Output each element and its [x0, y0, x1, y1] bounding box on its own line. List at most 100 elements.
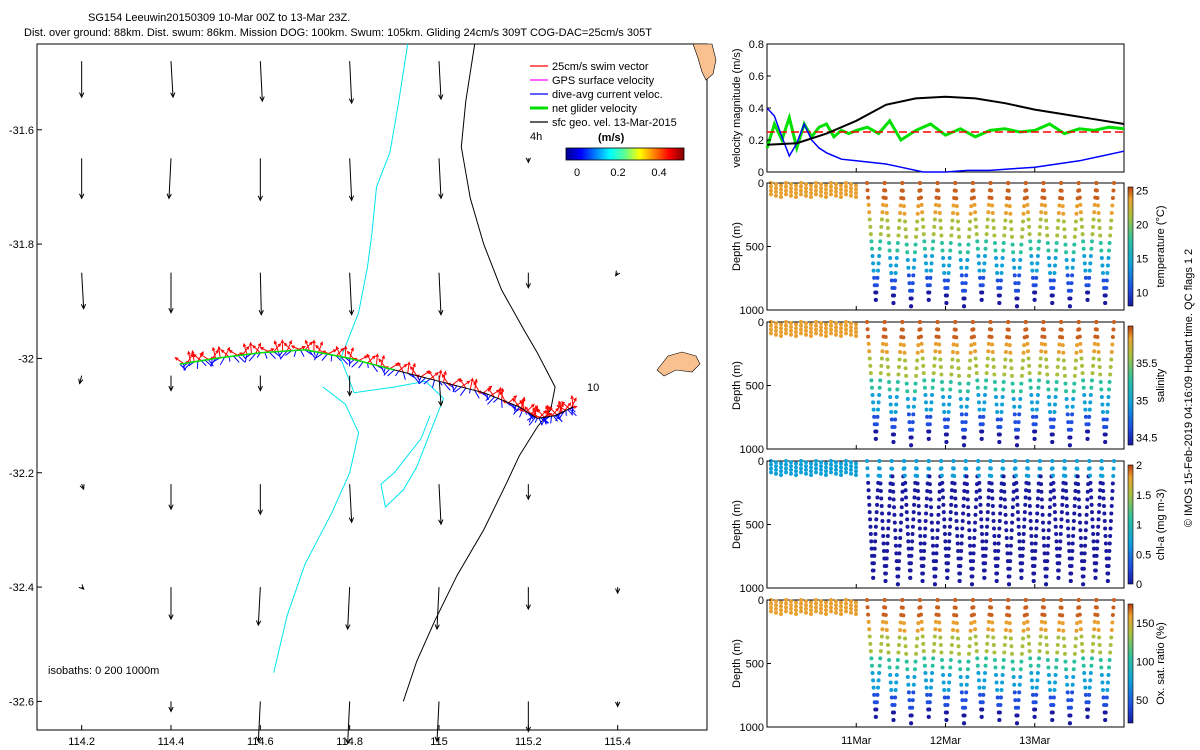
profile-point — [916, 496, 921, 501]
profile-point — [1007, 613, 1012, 618]
swim-vector-head — [487, 387, 492, 392]
profile-point — [960, 705, 965, 710]
profile-point — [999, 271, 1004, 276]
profile-point — [959, 534, 964, 539]
profile-point — [1096, 211, 1101, 216]
profile-point — [1108, 226, 1113, 231]
profile-point — [882, 320, 887, 324]
profile-point — [1068, 579, 1073, 584]
profile-point — [885, 635, 890, 640]
profile-point — [911, 682, 916, 687]
profile-point — [873, 290, 878, 295]
profile-ytick-label: 0 — [758, 317, 764, 329]
profile-point — [1010, 381, 1015, 386]
dac-vector — [514, 405, 517, 412]
geo-velocity-vector-head — [259, 96, 265, 103]
profile-point — [1038, 356, 1043, 361]
profile-point — [954, 343, 959, 348]
profile-point — [1025, 341, 1030, 346]
profile-point — [844, 462, 848, 467]
profile-point — [932, 641, 937, 646]
profile-point — [1080, 649, 1085, 654]
profile-point — [1027, 489, 1032, 494]
profile-point — [912, 674, 917, 679]
profile-point — [978, 510, 983, 515]
profile-point — [1072, 373, 1077, 378]
profile-point — [1022, 510, 1027, 515]
profile-point — [1043, 211, 1048, 216]
profile-point — [867, 349, 872, 354]
profile-point — [774, 328, 778, 333]
profile-point — [1070, 265, 1075, 270]
profile-point — [1088, 400, 1093, 405]
profile-point — [774, 467, 778, 472]
profile-point — [898, 620, 903, 625]
profile-point — [1040, 512, 1045, 517]
profile-point — [882, 598, 887, 602]
profile-point — [1087, 459, 1092, 463]
profile-point — [889, 278, 894, 283]
profile-point — [1108, 534, 1113, 539]
profile-point — [1011, 257, 1016, 262]
geo-velocity-vector — [81, 272, 85, 309]
profile-point — [948, 510, 953, 515]
swim-vector — [199, 353, 209, 360]
profile-point — [854, 611, 858, 616]
profile-point — [869, 656, 874, 661]
profile-point — [1031, 422, 1036, 427]
profile-point — [961, 435, 966, 440]
profile-point — [1048, 417, 1053, 422]
profile-point — [804, 332, 808, 337]
profile-point — [1077, 612, 1082, 617]
profile-point — [932, 574, 937, 579]
profile-point — [888, 256, 893, 261]
profile-point — [839, 183, 843, 188]
profile-point — [998, 511, 1003, 516]
profile-point — [947, 263, 952, 268]
dac-vector — [511, 403, 517, 411]
swim-vector — [452, 378, 461, 386]
profile-point — [1031, 571, 1036, 576]
profile-point — [963, 420, 968, 425]
profile-point — [878, 649, 883, 654]
profile-point — [799, 323, 803, 328]
profile-point — [1045, 551, 1050, 556]
profile-point — [1003, 211, 1008, 216]
profile-point — [938, 643, 943, 648]
profile-point — [993, 665, 998, 670]
profile-point — [1083, 275, 1088, 280]
dac-vector — [452, 385, 458, 393]
profile-point — [1073, 366, 1078, 371]
profile-point — [891, 440, 896, 445]
profile-point — [872, 283, 877, 288]
profile-point — [972, 202, 977, 207]
profile-point — [1032, 429, 1037, 434]
profile-point — [1105, 688, 1110, 693]
geo-velocity-vector — [257, 587, 261, 626]
profile-point — [949, 643, 954, 648]
profile-point — [911, 690, 916, 695]
profile-point — [1068, 564, 1073, 569]
profile-point — [877, 385, 882, 390]
profile-point — [1062, 644, 1067, 649]
profile-point — [865, 466, 870, 471]
profile-point — [1092, 553, 1097, 558]
profile-point — [1094, 320, 1099, 324]
profile-point — [908, 575, 913, 580]
profile-point — [1007, 582, 1012, 587]
profile-point — [1066, 705, 1071, 710]
profile-point — [834, 603, 838, 608]
profile-point — [1013, 473, 1018, 478]
profile-point — [1041, 605, 1046, 610]
profile-point — [794, 608, 798, 613]
profile-point — [834, 332, 838, 337]
profile-point — [829, 184, 833, 189]
profile-point — [1030, 556, 1035, 561]
profile-point — [981, 553, 986, 558]
profile-point — [878, 656, 883, 661]
profile-point — [965, 489, 970, 494]
profile-point — [1071, 674, 1076, 679]
profile-point — [1109, 628, 1114, 633]
profile-point — [784, 331, 788, 336]
profile-point — [804, 471, 808, 476]
